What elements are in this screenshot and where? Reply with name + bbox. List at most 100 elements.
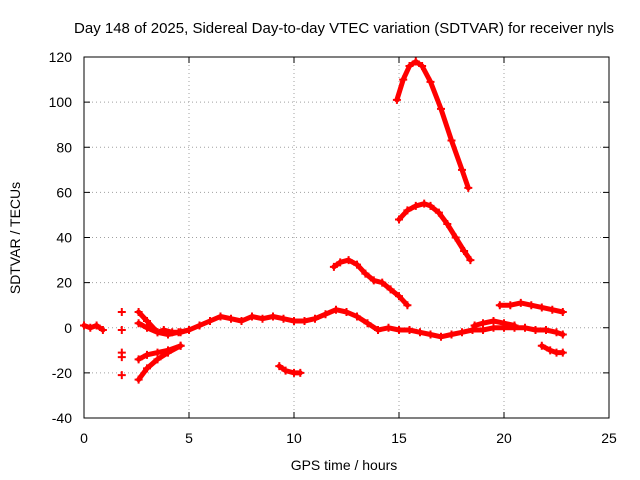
- data-point-marker: [546, 346, 555, 355]
- data-point-marker: [506, 301, 515, 310]
- x-tick-label: 15: [391, 430, 407, 446]
- data-point-marker: [143, 323, 151, 332]
- y-tick-label: 60: [56, 184, 72, 200]
- y-tick-label: -20: [52, 365, 72, 381]
- data-point-marker: [418, 62, 427, 71]
- data-point-marker: [558, 307, 567, 316]
- x-tick-label: 20: [496, 430, 512, 446]
- data-point-marker: [411, 201, 420, 210]
- data-point-marker: [92, 321, 101, 330]
- data-point-marker: [134, 319, 143, 328]
- data-point-marker: [395, 292, 403, 301]
- data-point-marker: [416, 328, 424, 337]
- series-line: [81, 323, 106, 333]
- series-arc-09: [392, 57, 473, 192]
- data-point-marker: [80, 321, 88, 330]
- data-point-marker: [134, 375, 143, 384]
- data-point-marker: [451, 233, 460, 242]
- data-point-marker: [153, 328, 162, 337]
- y-tick-label: 20: [56, 275, 72, 291]
- series-line: [394, 59, 471, 191]
- data-point-marker: [405, 326, 414, 335]
- data-point-marker: [374, 326, 382, 335]
- data-point-marker: [489, 316, 498, 325]
- data-point-marker: [403, 301, 412, 310]
- data-point-marker: [153, 355, 162, 364]
- data-point-marker: [159, 326, 168, 335]
- data-point-marker: [344, 256, 353, 265]
- data-point-marker: [143, 364, 151, 373]
- data-point-marker: [447, 330, 456, 339]
- series-layer: [80, 57, 567, 384]
- data-point-marker: [420, 199, 429, 208]
- data-point-marker: [164, 348, 172, 357]
- data-point-marker: [332, 305, 340, 314]
- plot-frame: [83, 56, 610, 419]
- series-arc-12: [495, 298, 567, 316]
- data-point-marker: [353, 260, 361, 269]
- series-arc-06: [134, 341, 185, 384]
- data-point-marker: [460, 247, 469, 256]
- data-point-marker: [269, 312, 277, 321]
- data-point-marker: [510, 321, 519, 330]
- data-point-marker: [336, 258, 345, 267]
- data-point-marker: [258, 314, 267, 323]
- data-point-marker: [296, 368, 305, 377]
- data-point-marker: [395, 326, 403, 335]
- data-point-marker: [117, 326, 126, 335]
- data-point-marker: [86, 323, 95, 332]
- series-line: [396, 201, 473, 263]
- data-point-marker: [466, 256, 475, 265]
- data-point-marker: [176, 328, 185, 337]
- data-point-marker: [363, 319, 372, 328]
- series-arc-08: [329, 256, 412, 310]
- series-arc-10: [395, 199, 475, 265]
- data-point-marker: [281, 366, 290, 375]
- data-point-marker: [275, 362, 284, 371]
- series-arc-01: [80, 321, 107, 335]
- data-point-marker: [437, 104, 445, 113]
- data-point-marker: [216, 312, 225, 321]
- y-tick-label: 40: [56, 230, 72, 246]
- data-point-marker: [117, 307, 126, 316]
- x-tick-label: 5: [185, 430, 193, 446]
- data-point-marker: [447, 136, 456, 145]
- data-point-marker: [426, 77, 435, 86]
- data-point-marker: [464, 183, 473, 192]
- data-point-marker: [527, 301, 536, 310]
- data-point-marker: [143, 350, 151, 359]
- data-point-marker: [437, 332, 445, 341]
- data-point-marker: [329, 262, 338, 271]
- data-point-marker: [521, 323, 529, 332]
- data-point-marker: [321, 310, 330, 319]
- data-point-marker: [537, 303, 546, 312]
- data-point-marker: [489, 323, 498, 332]
- series-arc-13: [537, 341, 567, 357]
- data-point-marker: [403, 206, 412, 215]
- data-point-marker: [117, 353, 126, 362]
- data-point-marker: [495, 301, 504, 310]
- data-point-marker: [552, 328, 561, 337]
- data-point-marker: [237, 316, 246, 325]
- data-point-marker: [443, 219, 452, 228]
- data-point-marker: [558, 348, 567, 357]
- y-tick-label: 80: [56, 139, 72, 155]
- y-tick-labels: -40 -20 0 20 40 60 80 100 120: [49, 49, 73, 426]
- data-point-marker: [117, 371, 126, 380]
- data-point-marker: [311, 314, 319, 323]
- y-tick-label: 120: [49, 49, 73, 65]
- data-point-marker: [248, 312, 256, 321]
- data-point-marker: [458, 328, 466, 337]
- series-arc-07: [275, 362, 305, 377]
- axis-ticks: [83, 56, 610, 419]
- data-point-marker: [353, 312, 361, 321]
- data-point-marker: [548, 305, 557, 314]
- data-point-marker: [176, 341, 185, 350]
- data-point-marker: [206, 316, 214, 325]
- data-point-marker: [98, 326, 107, 335]
- series-line: [331, 257, 410, 308]
- data-point-marker: [426, 330, 435, 339]
- data-point-marker: [279, 314, 288, 323]
- data-point-marker: [411, 57, 420, 66]
- data-point-marker: [153, 348, 162, 357]
